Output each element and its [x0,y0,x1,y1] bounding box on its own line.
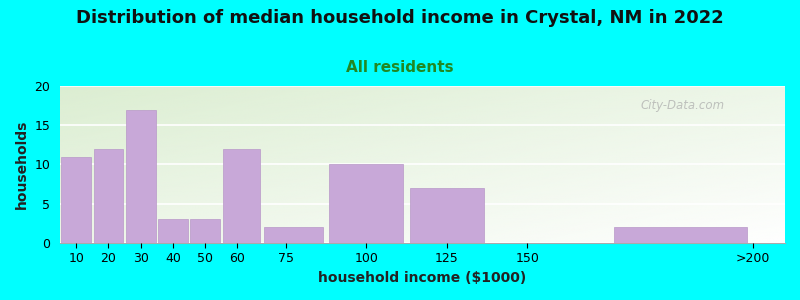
Bar [264,227,323,243]
Bar [223,149,260,243]
Bar [329,164,403,243]
Text: All residents: All residents [346,60,454,75]
Bar [190,219,220,243]
Bar [158,219,188,243]
Y-axis label: households: households [15,120,29,209]
Bar [94,149,123,243]
Bar [614,227,747,243]
Bar [62,157,91,243]
X-axis label: household income ($1000): household income ($1000) [318,271,526,285]
Text: Distribution of median household income in Crystal, NM in 2022: Distribution of median household income … [76,9,724,27]
Bar [126,110,155,243]
Text: City-Data.com: City-Data.com [640,98,724,112]
Bar [410,188,484,243]
